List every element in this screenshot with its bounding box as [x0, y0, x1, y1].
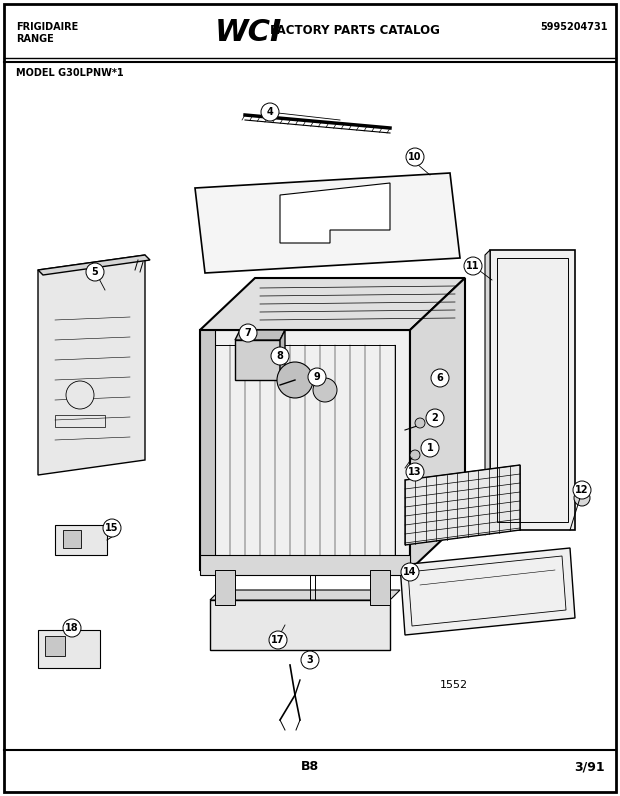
Text: 15: 15 [105, 523, 119, 533]
Circle shape [63, 619, 81, 637]
Text: 3: 3 [307, 655, 313, 665]
Bar [38, 630, 100, 668]
Bar [200, 330, 215, 570]
Bar [55, 415, 105, 427]
Circle shape [269, 631, 287, 649]
Polygon shape [200, 278, 465, 330]
Text: 14: 14 [403, 567, 417, 577]
Polygon shape [38, 255, 150, 275]
Circle shape [401, 563, 419, 581]
Polygon shape [410, 278, 465, 570]
Text: 13: 13 [408, 467, 422, 477]
Text: WCI: WCI [215, 18, 282, 47]
Circle shape [86, 263, 104, 281]
Circle shape [103, 519, 121, 537]
Text: 18: 18 [65, 623, 79, 633]
Bar [370, 570, 390, 605]
Circle shape [410, 450, 420, 460]
Text: 5: 5 [92, 267, 99, 277]
Bar [200, 555, 410, 575]
Text: FRIGIDAIRE: FRIGIDAIRE [16, 22, 78, 32]
Circle shape [421, 439, 439, 457]
Text: 8: 8 [277, 351, 283, 361]
Text: 2: 2 [432, 413, 438, 423]
Bar [215, 570, 235, 605]
Polygon shape [235, 340, 280, 380]
Circle shape [271, 347, 289, 365]
Polygon shape [200, 330, 410, 570]
Circle shape [464, 257, 482, 275]
Bar [63, 530, 81, 548]
Polygon shape [280, 183, 390, 243]
Text: 1: 1 [427, 443, 433, 453]
Polygon shape [490, 250, 575, 530]
Circle shape [426, 409, 444, 427]
Text: eReplacementParts.com: eReplacementParts.com [242, 415, 378, 425]
Polygon shape [235, 330, 285, 340]
Circle shape [415, 418, 425, 428]
Text: RANGE: RANGE [16, 34, 54, 44]
Circle shape [308, 368, 326, 386]
Text: 11: 11 [466, 261, 480, 271]
Bar [45, 636, 65, 656]
Text: 1552: 1552 [440, 680, 468, 690]
Circle shape [66, 381, 94, 409]
Text: 3/91: 3/91 [574, 760, 605, 773]
Polygon shape [400, 548, 575, 635]
Polygon shape [485, 250, 490, 535]
Text: 9: 9 [314, 372, 321, 382]
Text: 12: 12 [575, 485, 589, 495]
Circle shape [301, 651, 319, 669]
Circle shape [406, 148, 424, 166]
Polygon shape [210, 600, 390, 650]
Polygon shape [280, 330, 285, 380]
Text: MODEL G30LPNW*1: MODEL G30LPNW*1 [16, 68, 123, 78]
Circle shape [277, 362, 313, 398]
Bar [55, 525, 107, 555]
Circle shape [431, 369, 449, 387]
Text: 7: 7 [245, 328, 251, 338]
Circle shape [239, 324, 257, 342]
Polygon shape [210, 590, 400, 600]
Polygon shape [405, 465, 520, 545]
Text: 5995204731: 5995204731 [541, 22, 608, 32]
Circle shape [313, 378, 337, 402]
Text: 17: 17 [272, 635, 285, 645]
Text: 4: 4 [267, 107, 273, 117]
Bar [497, 258, 568, 522]
Polygon shape [38, 255, 145, 475]
Circle shape [573, 481, 591, 499]
Circle shape [261, 103, 279, 121]
Text: 6: 6 [436, 373, 443, 383]
Circle shape [406, 463, 424, 481]
Text: B8: B8 [301, 760, 319, 773]
Polygon shape [195, 173, 460, 273]
Circle shape [574, 490, 590, 506]
Text: FACTORY PARTS CATALOG: FACTORY PARTS CATALOG [270, 24, 440, 37]
Text: 10: 10 [408, 152, 422, 162]
